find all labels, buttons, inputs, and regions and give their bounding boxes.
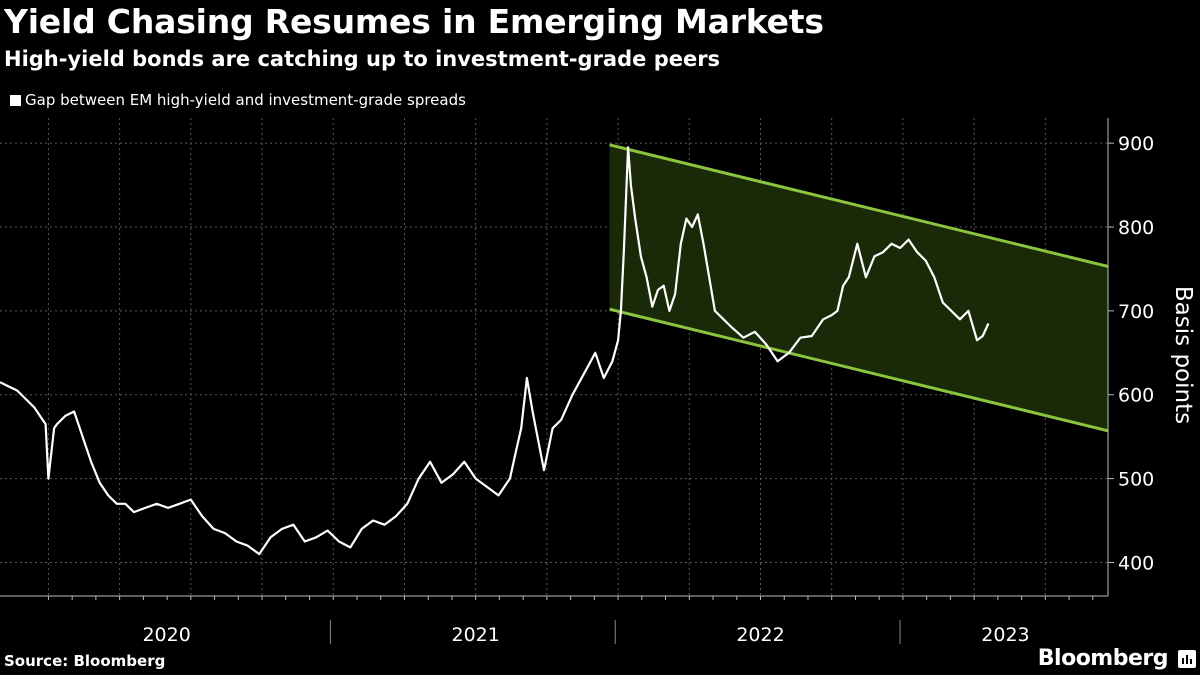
channel-lower-line <box>609 307 1109 433</box>
y-tick-label: 800 <box>1118 217 1154 239</box>
y-tick-label: 700 <box>1118 301 1154 323</box>
x-tick-label: 2023 <box>981 624 1029 646</box>
legend-label: Gap between EM high-yield and investment… <box>25 91 466 109</box>
series-line <box>0 146 990 556</box>
y-axis-title: Basis points <box>1170 286 1196 424</box>
y-tick-label: 600 <box>1118 385 1154 407</box>
channel-upper-line <box>609 143 1109 268</box>
legend-swatch <box>10 94 21 106</box>
legend: Gap between EM high-yield and investment… <box>10 91 466 109</box>
chart-subtitle: High-yield bonds are catching up to inve… <box>4 47 721 71</box>
x-tick-label: 2021 <box>451 624 499 646</box>
x-tick-label: 2022 <box>736 624 784 646</box>
source-note: Source: Bloomberg <box>4 652 166 670</box>
x-tick-label: 2020 <box>142 624 190 646</box>
bloomberg-logo: Bloomberg <box>1037 646 1169 671</box>
chart-title: Yield Chasing Resumes in Emerging Market… <box>4 2 824 41</box>
channel-fill <box>609 144 1108 431</box>
bloomberg-chart-icon <box>1178 650 1196 668</box>
y-tick-label: 500 <box>1118 469 1154 491</box>
y-tick-label: 900 <box>1118 133 1154 155</box>
y-tick-label: 400 <box>1118 552 1154 574</box>
